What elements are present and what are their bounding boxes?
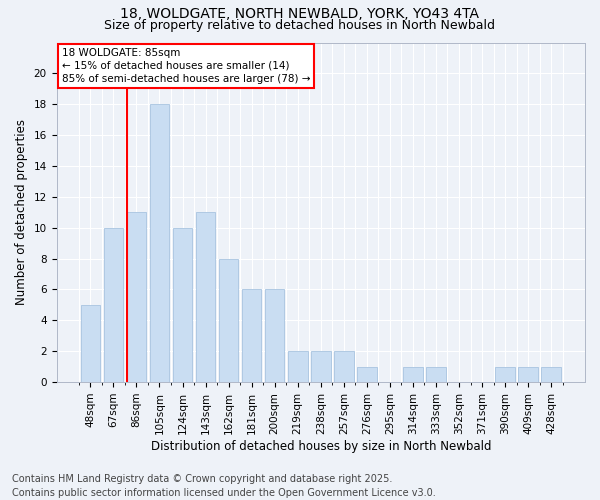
Bar (403, 366, 423, 382)
Bar (541, 366, 561, 382)
Bar (127, 212, 146, 382)
Bar (196, 212, 215, 382)
Bar (265, 290, 284, 382)
Text: Contains HM Land Registry data © Crown copyright and database right 2025.
Contai: Contains HM Land Registry data © Crown c… (12, 474, 436, 498)
Bar (426, 366, 446, 382)
Text: Size of property relative to detached houses in North Newbald: Size of property relative to detached ho… (104, 19, 496, 32)
X-axis label: Distribution of detached houses by size in North Newbald: Distribution of detached houses by size … (151, 440, 491, 452)
Bar (518, 366, 538, 382)
Bar (496, 366, 515, 382)
Bar (288, 351, 308, 382)
Text: 18, WOLDGATE, NORTH NEWBALD, YORK, YO43 4TA: 18, WOLDGATE, NORTH NEWBALD, YORK, YO43 … (121, 8, 479, 22)
Bar (219, 258, 238, 382)
Bar (80, 305, 100, 382)
Y-axis label: Number of detached properties: Number of detached properties (15, 120, 28, 306)
Text: 18 WOLDGATE: 85sqm
← 15% of detached houses are smaller (14)
85% of semi-detache: 18 WOLDGATE: 85sqm ← 15% of detached hou… (62, 48, 310, 84)
Bar (242, 290, 262, 382)
Bar (173, 228, 193, 382)
Bar (334, 351, 353, 382)
Bar (104, 228, 123, 382)
Bar (357, 366, 377, 382)
Bar (149, 104, 169, 382)
Bar (311, 351, 331, 382)
